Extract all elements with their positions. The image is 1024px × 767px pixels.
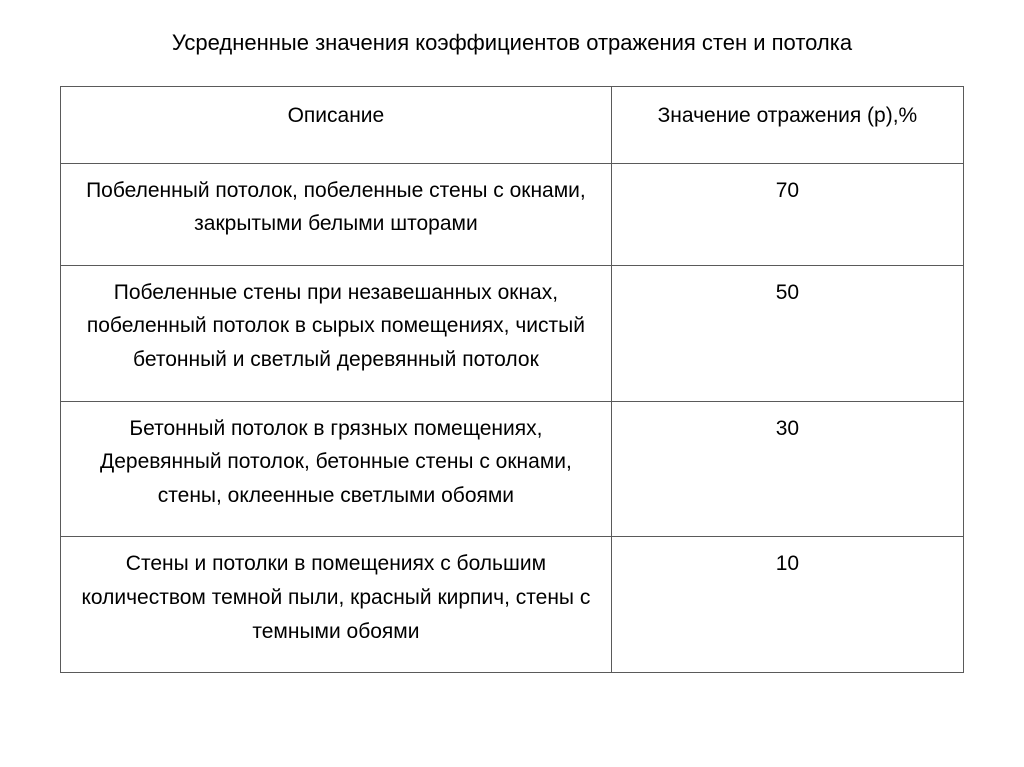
cell-value: 30: [611, 401, 963, 537]
header-value: Значение отражения (р),%: [611, 87, 963, 164]
table-row: Побеленный потолок, побеленные стены с о…: [61, 163, 964, 265]
header-description: Описание: [61, 87, 612, 164]
table-row: Побеленные стены при незавешанных окнах,…: [61, 265, 964, 401]
table-row: Стены и потолки в помещениях с большим к…: [61, 537, 964, 673]
table-row: Бетонный потолок в грязных помещениях, Д…: [61, 401, 964, 537]
table-header-row: Описание Значение отражения (р),%: [61, 87, 964, 164]
cell-description: Бетонный потолок в грязных помещениях, Д…: [61, 401, 612, 537]
cell-description: Побеленный потолок, побеленные стены с о…: [61, 163, 612, 265]
cell-value: 50: [611, 265, 963, 401]
cell-description: Побеленные стены при незавешанных окнах,…: [61, 265, 612, 401]
cell-description: Стены и потолки в помещениях с большим к…: [61, 537, 612, 673]
reflection-coefficients-table: Описание Значение отражения (р),% Побеле…: [60, 86, 964, 673]
cell-value: 70: [611, 163, 963, 265]
table-title: Усредненные значения коэффициентов отраж…: [60, 30, 964, 56]
cell-value: 10: [611, 537, 963, 673]
